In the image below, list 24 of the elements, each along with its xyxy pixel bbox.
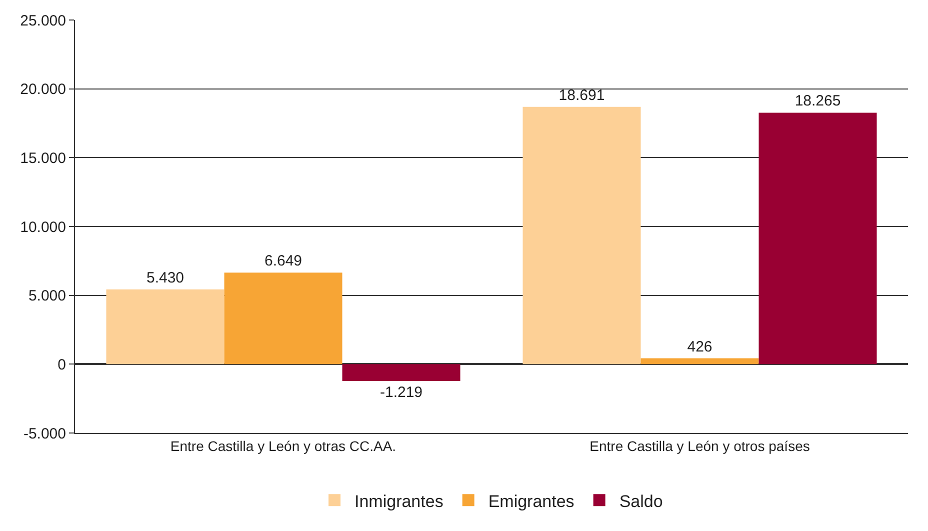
bar [106,289,224,364]
y-tick-label: 0 [58,356,66,374]
y-tick-label: 25.000 [20,12,66,30]
data-label: 5.430 [146,269,184,286]
bar [522,106,641,364]
x-tick-label: Entre Castilla y León y otros países [590,438,810,454]
y-tick-label: 10.000 [20,218,66,236]
data-label: 18.691 [558,86,605,104]
y-tick-label: 5.000 [28,288,66,305]
y-tick-label: -5.000 [23,425,66,442]
legend-label: Emigrantes [488,492,574,511]
bar [640,358,759,364]
data-label: -1.219 [380,384,423,401]
data-label: 426 [687,338,712,356]
x-tick-label: Entre Castilla y León y otras CC.AA. [170,438,396,454]
y-tick-label: 15.000 [20,150,66,167]
legend-label: Inmigrantes [354,492,444,511]
bar [342,364,460,381]
bar [224,272,342,364]
bar [758,112,877,364]
legend-label: Saldo [619,492,663,511]
y-tick-label: 20.000 [20,81,66,98]
data-label: 18.265 [794,92,841,110]
data-label: 6.649 [264,252,302,270]
